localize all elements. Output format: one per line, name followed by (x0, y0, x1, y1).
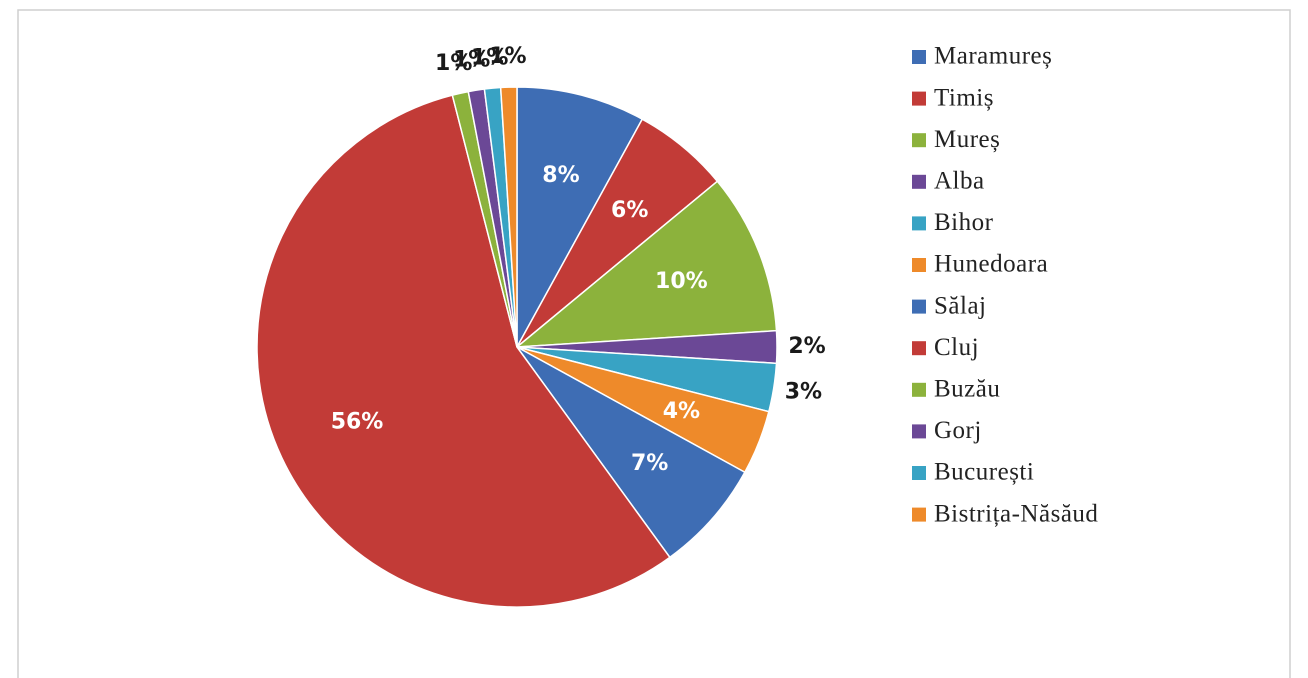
legend-swatch (912, 91, 926, 106)
legend-label: Bistrița-Năsăud (934, 500, 1098, 527)
pie-slice (256, 94, 671, 608)
data-label: 1% (471, 45, 508, 70)
data-label: 1% (489, 44, 526, 69)
legend-swatch (912, 424, 926, 439)
pie-slice (516, 86, 644, 348)
legend-swatch (912, 466, 926, 480)
data-label: 10% (655, 269, 708, 294)
data-label: 8% (542, 163, 579, 188)
legend-swatch (912, 258, 926, 272)
legend-swatch (912, 50, 926, 64)
legend-label: Timiș (934, 84, 994, 111)
data-label: 4% (663, 399, 700, 424)
data-label: 3% (785, 379, 822, 404)
data-label: 7% (631, 451, 668, 476)
data-label: 1% (453, 48, 490, 73)
pie-slice (514, 180, 778, 348)
legend-label: Mureș (934, 126, 1000, 153)
legend-label: Maramureș (934, 43, 1052, 70)
legend-swatch (912, 216, 926, 231)
legend-swatch (912, 174, 926, 189)
data-label: 1% (435, 51, 472, 76)
data-label: 2% (788, 334, 825, 359)
legend-label: Cluj (934, 334, 979, 361)
data-label: 56% (331, 409, 384, 434)
legend-swatch (912, 382, 926, 397)
legend-swatch (912, 507, 926, 522)
legend-label: Alba (934, 168, 985, 195)
legend-swatch (912, 299, 926, 314)
legend-label: Buzău (934, 376, 1000, 403)
pie-slice (499, 86, 518, 348)
pie-slice (516, 346, 746, 559)
legend-swatch (912, 133, 926, 148)
legend-label: Bihor (934, 209, 994, 236)
legend-label: Sălaj (934, 292, 987, 319)
legend-label: Hunedoara (934, 251, 1048, 278)
legend-label: Gorj (934, 417, 982, 444)
legend-label: București (934, 459, 1034, 486)
data-label: 6% (611, 198, 648, 223)
legend-swatch (912, 341, 926, 356)
